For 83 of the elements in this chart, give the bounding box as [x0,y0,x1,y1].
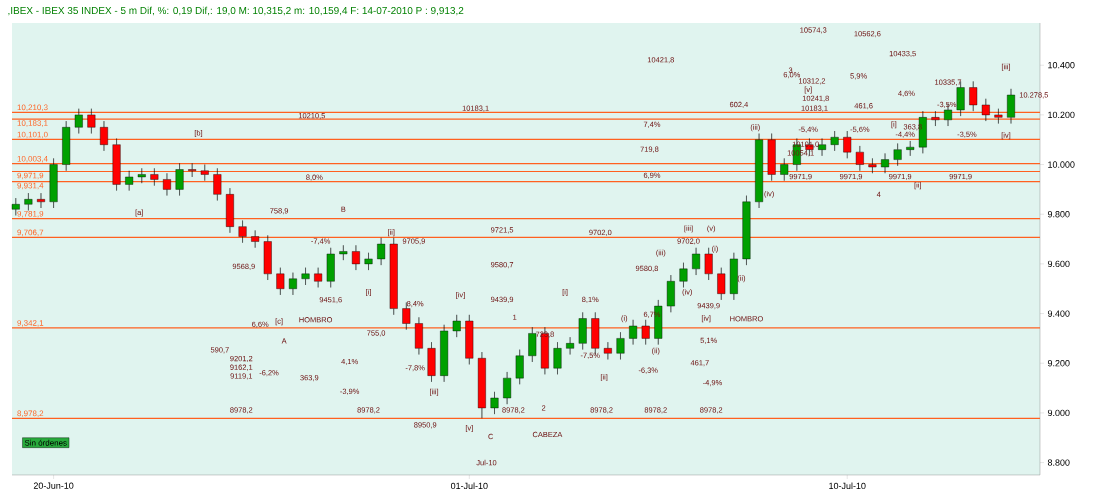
candlestick [603,341,612,360]
candlestick [679,262,688,288]
candlestick [855,145,864,171]
candlestick [339,245,348,261]
candlestick [692,247,701,276]
candlestick [326,247,335,288]
candlestick [364,252,373,271]
candlestick [276,267,285,296]
x-tick-label: 20-Jun-10 [33,482,74,489]
candlestick [175,163,184,196]
candlestick [868,158,877,174]
y-tick-label: 9.000 [1047,409,1070,417]
candlestick [767,133,776,181]
candlestick [162,173,171,196]
candlestick [994,108,1003,124]
candlestick [427,341,436,383]
candlestick [578,312,587,350]
candlestick [200,164,209,181]
candlestick [616,331,625,360]
candlestick [314,267,323,288]
candlestick [503,371,512,405]
candlestick [666,274,675,313]
y-tick-label: 10.200 [1048,111,1075,119]
candlestick [251,230,260,248]
candlestick [99,120,108,152]
candlestick [377,237,386,266]
candlestick [553,341,562,375]
candlestick [818,138,827,157]
candlestick [881,153,890,174]
candlestick [477,351,486,419]
candlestick [301,267,310,286]
x-tick-label: 10-Jul-10 [829,482,866,490]
y-tick-label: 9.200 [1047,360,1070,367]
candlestick [49,158,58,209]
y-tick-label: 9.800 [1047,211,1070,218]
candlestick [263,235,272,281]
candlestick [112,138,121,191]
candlestick [74,108,83,134]
candlestick [830,130,839,152]
candlestick [24,192,33,211]
candlestick [843,130,852,159]
candlestick [906,140,915,157]
candlestick [288,272,297,296]
candlestick [440,324,449,383]
candlestick [729,252,738,301]
candlestick [452,314,461,338]
candlestick [188,163,197,178]
candlestick [225,187,234,234]
candlestick [981,98,990,122]
candlestick [717,267,726,301]
candlestick [87,108,96,134]
candlestick [755,133,764,209]
candlestick [238,220,247,243]
candlestick [37,192,45,209]
candlestick [704,247,713,281]
candlestick [641,319,650,345]
candlestick [125,170,134,191]
candlestick [62,120,71,171]
candlestick [490,391,499,415]
candlestick [931,110,940,127]
candlestick [528,327,537,363]
x-tick-label: 01-Jul-10 [450,482,488,490]
candlestick [137,168,146,184]
y-tick-label: 9.600 [1047,260,1070,268]
candlestick [150,168,159,186]
chart-title: ,IBEX - IBEX 35 INDEX - 5 m Dif, %: 0,19 Dif,: 19,0 M: 10,315,2 m: 10,159,4 F: 14-07-2010 P : 9,913,2 [8,6,464,16]
candlestick [465,314,474,365]
candlestick [780,158,789,181]
candlestick [414,317,423,355]
candlestick [893,143,902,166]
candlestick [213,168,222,201]
candlestick [515,349,524,385]
candlestick [1007,88,1015,124]
y-tick-label: 8.800 [1047,459,1070,466]
candlestick [389,237,398,315]
y-tick-label: 9.400 [1047,310,1070,317]
y-tick-label: 10.000 [1048,161,1075,168]
candlestick [742,195,751,266]
y-tick-label: 10.400 [1048,62,1075,69]
candlestick [351,245,360,271]
candlestick [629,319,638,345]
candlestick [969,81,978,112]
candlestick [566,336,575,355]
